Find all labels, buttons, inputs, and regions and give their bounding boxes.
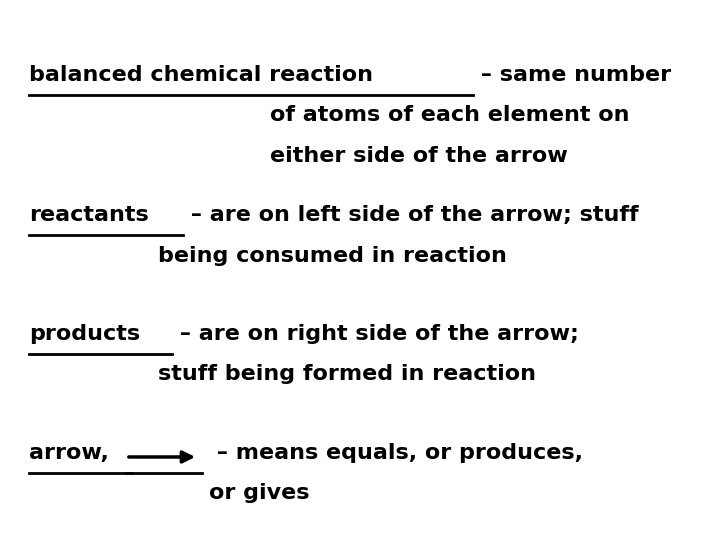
Text: of atoms of each element on: of atoms of each element on	[270, 105, 629, 125]
Text: stuff being formed in reaction: stuff being formed in reaction	[158, 364, 536, 384]
Text: – are on left side of the arrow; stuff: – are on left side of the arrow; stuff	[184, 205, 639, 225]
Text: arrow,: arrow,	[29, 443, 109, 463]
Text: or gives: or gives	[209, 483, 310, 503]
Text: – means equals, or produces,: – means equals, or produces,	[209, 443, 582, 463]
Text: – are on right side of the arrow;: – are on right side of the arrow;	[172, 324, 579, 344]
Text: reactants: reactants	[29, 205, 148, 225]
Text: products: products	[29, 324, 140, 344]
Text: being consumed in reaction: being consumed in reaction	[158, 246, 508, 266]
Text: either side of the arrow: either side of the arrow	[270, 146, 568, 166]
Text: balanced chemical reaction: balanced chemical reaction	[29, 65, 373, 85]
Text: – same number: – same number	[472, 65, 671, 85]
